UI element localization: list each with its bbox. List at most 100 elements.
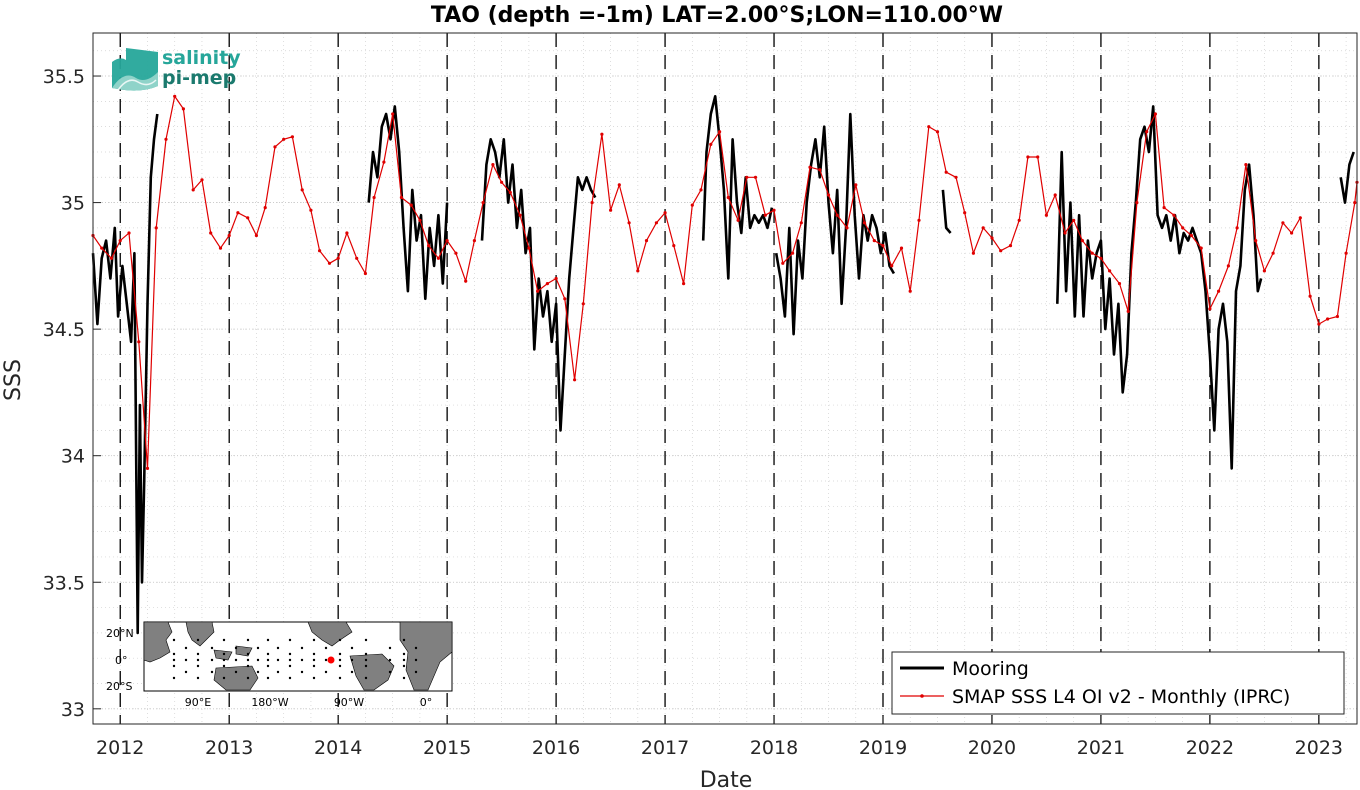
series-satellite-point [981, 226, 985, 230]
inset-station-dot [266, 658, 270, 662]
y-axis-label: SSS [1, 359, 26, 401]
inset-station-dot [276, 658, 280, 662]
series-satellite-point [173, 94, 177, 98]
series-satellite-point [573, 378, 577, 382]
inset-station-dot [414, 646, 418, 650]
inset-station-dot [234, 646, 238, 650]
inset-station-dot [266, 664, 270, 668]
series-satellite-point [609, 208, 613, 212]
inset-station-dot [210, 646, 214, 650]
legend: Mooring SMAP SSS L4 OI v2 - Monthly (IPR… [891, 651, 1345, 715]
inset-station-dot [222, 658, 226, 662]
series-satellite-point [1063, 231, 1067, 235]
series-satellite-point [699, 188, 703, 192]
legend-mooring-label: Mooring [952, 658, 1029, 680]
y-tick-label: 35.5 [43, 66, 85, 88]
inset-station-dot [276, 670, 280, 674]
series-satellite-point [399, 195, 403, 200]
inset-station-dot [234, 670, 238, 674]
inset-station-dot [312, 664, 316, 668]
inset-station-dot [184, 658, 188, 662]
series-satellite-point [164, 137, 168, 141]
inset-station-dot [350, 646, 354, 650]
inset-station-dot [288, 652, 292, 656]
series-satellite-point [191, 188, 195, 192]
series-satellite-point [1080, 239, 1084, 243]
series-satellite-point [491, 163, 495, 167]
series-satellite-point [363, 271, 367, 276]
series-satellite-point [1099, 256, 1103, 260]
inset-lat-label-0: 0° [115, 654, 128, 667]
series-satellite-point [282, 137, 286, 141]
series-satellite-point [1353, 201, 1357, 205]
series-satellite-point [1181, 226, 1185, 230]
series-satellite-point [990, 236, 994, 240]
series-satellite-point [1036, 155, 1040, 159]
series-satellite-point [118, 239, 122, 243]
series-satellite-point [682, 282, 686, 286]
series-satellite-point [791, 251, 795, 255]
series-satellite-point [254, 233, 258, 238]
inset-station-dot [300, 670, 304, 674]
inset-station-dot [388, 646, 392, 650]
series-satellite-point [763, 213, 767, 217]
y-tick-label: 33 [61, 699, 85, 721]
inset-station-dot [172, 638, 176, 642]
inset-station-dot [350, 658, 354, 662]
series-satellite-point [1290, 231, 1294, 235]
series-satellite-point [109, 256, 114, 260]
series-satellite-point [100, 246, 104, 250]
series-satellite-point [709, 142, 713, 146]
series-satellite-point [854, 183, 858, 187]
series-satellite-point [636, 269, 640, 273]
series-satellite-point [218, 246, 223, 250]
inset-station-dot [402, 664, 406, 668]
series-satellite-point [581, 302, 585, 306]
series-satellite-point [600, 132, 604, 136]
inset-station-dot [234, 658, 238, 662]
inset-station-dots [172, 638, 418, 680]
series-mooring-line [367, 105, 449, 301]
salinity-pi-mep-logo: salinity pi-mep [112, 47, 241, 91]
inset-station-dot [210, 658, 214, 662]
selected-station-marker [327, 656, 335, 664]
series-satellite-point [263, 206, 267, 210]
inset-station-dot [364, 664, 368, 668]
x-tick-label: 2022 [1186, 737, 1234, 759]
series-satellite-point [500, 180, 504, 184]
series-satellite-point [1271, 251, 1275, 255]
series-satellite-point [1326, 317, 1330, 321]
series-satellite-point [736, 218, 740, 222]
series-satellite-point [1208, 307, 1212, 311]
series-satellite-point [137, 340, 141, 344]
y-tick-label: 35 [61, 193, 85, 215]
inset-station-dot [196, 676, 200, 680]
series-satellite-point [445, 239, 449, 243]
series-satellite-point [963, 211, 967, 215]
series-satellite-point [327, 261, 332, 265]
series-satellite-point [527, 246, 531, 250]
series-satellite-point [1254, 239, 1258, 243]
x-tick-label: 2014 [314, 737, 362, 759]
series-satellite-point [454, 251, 458, 255]
series-satellite-point [718, 130, 722, 134]
inset-station-dot [172, 652, 176, 656]
series-satellite-point [808, 165, 812, 169]
series-satellite-point [427, 244, 431, 248]
series-satellite-point [309, 208, 313, 212]
inset-station-dot [246, 658, 250, 662]
inset-lon-label-90e: 90°E [185, 696, 211, 709]
inset-station-dot [414, 658, 418, 662]
series-satellite-point [917, 218, 921, 222]
series-satellite-point [772, 208, 776, 212]
inset-station-dot [246, 638, 250, 642]
inset-station-dot [184, 670, 188, 674]
series-satellite-point [890, 264, 894, 268]
x-tick-labels: 2012 2013 2014 2015 2016 2017 2018 2019 2020 2021… [96, 737, 1343, 759]
inset-station-dot [276, 646, 280, 650]
series-satellite-point [1262, 269, 1266, 273]
inset-station-dot [324, 658, 328, 662]
series-satellite-point [536, 289, 540, 293]
series-satellite-point [1108, 269, 1112, 273]
series-satellite-point [954, 175, 958, 179]
